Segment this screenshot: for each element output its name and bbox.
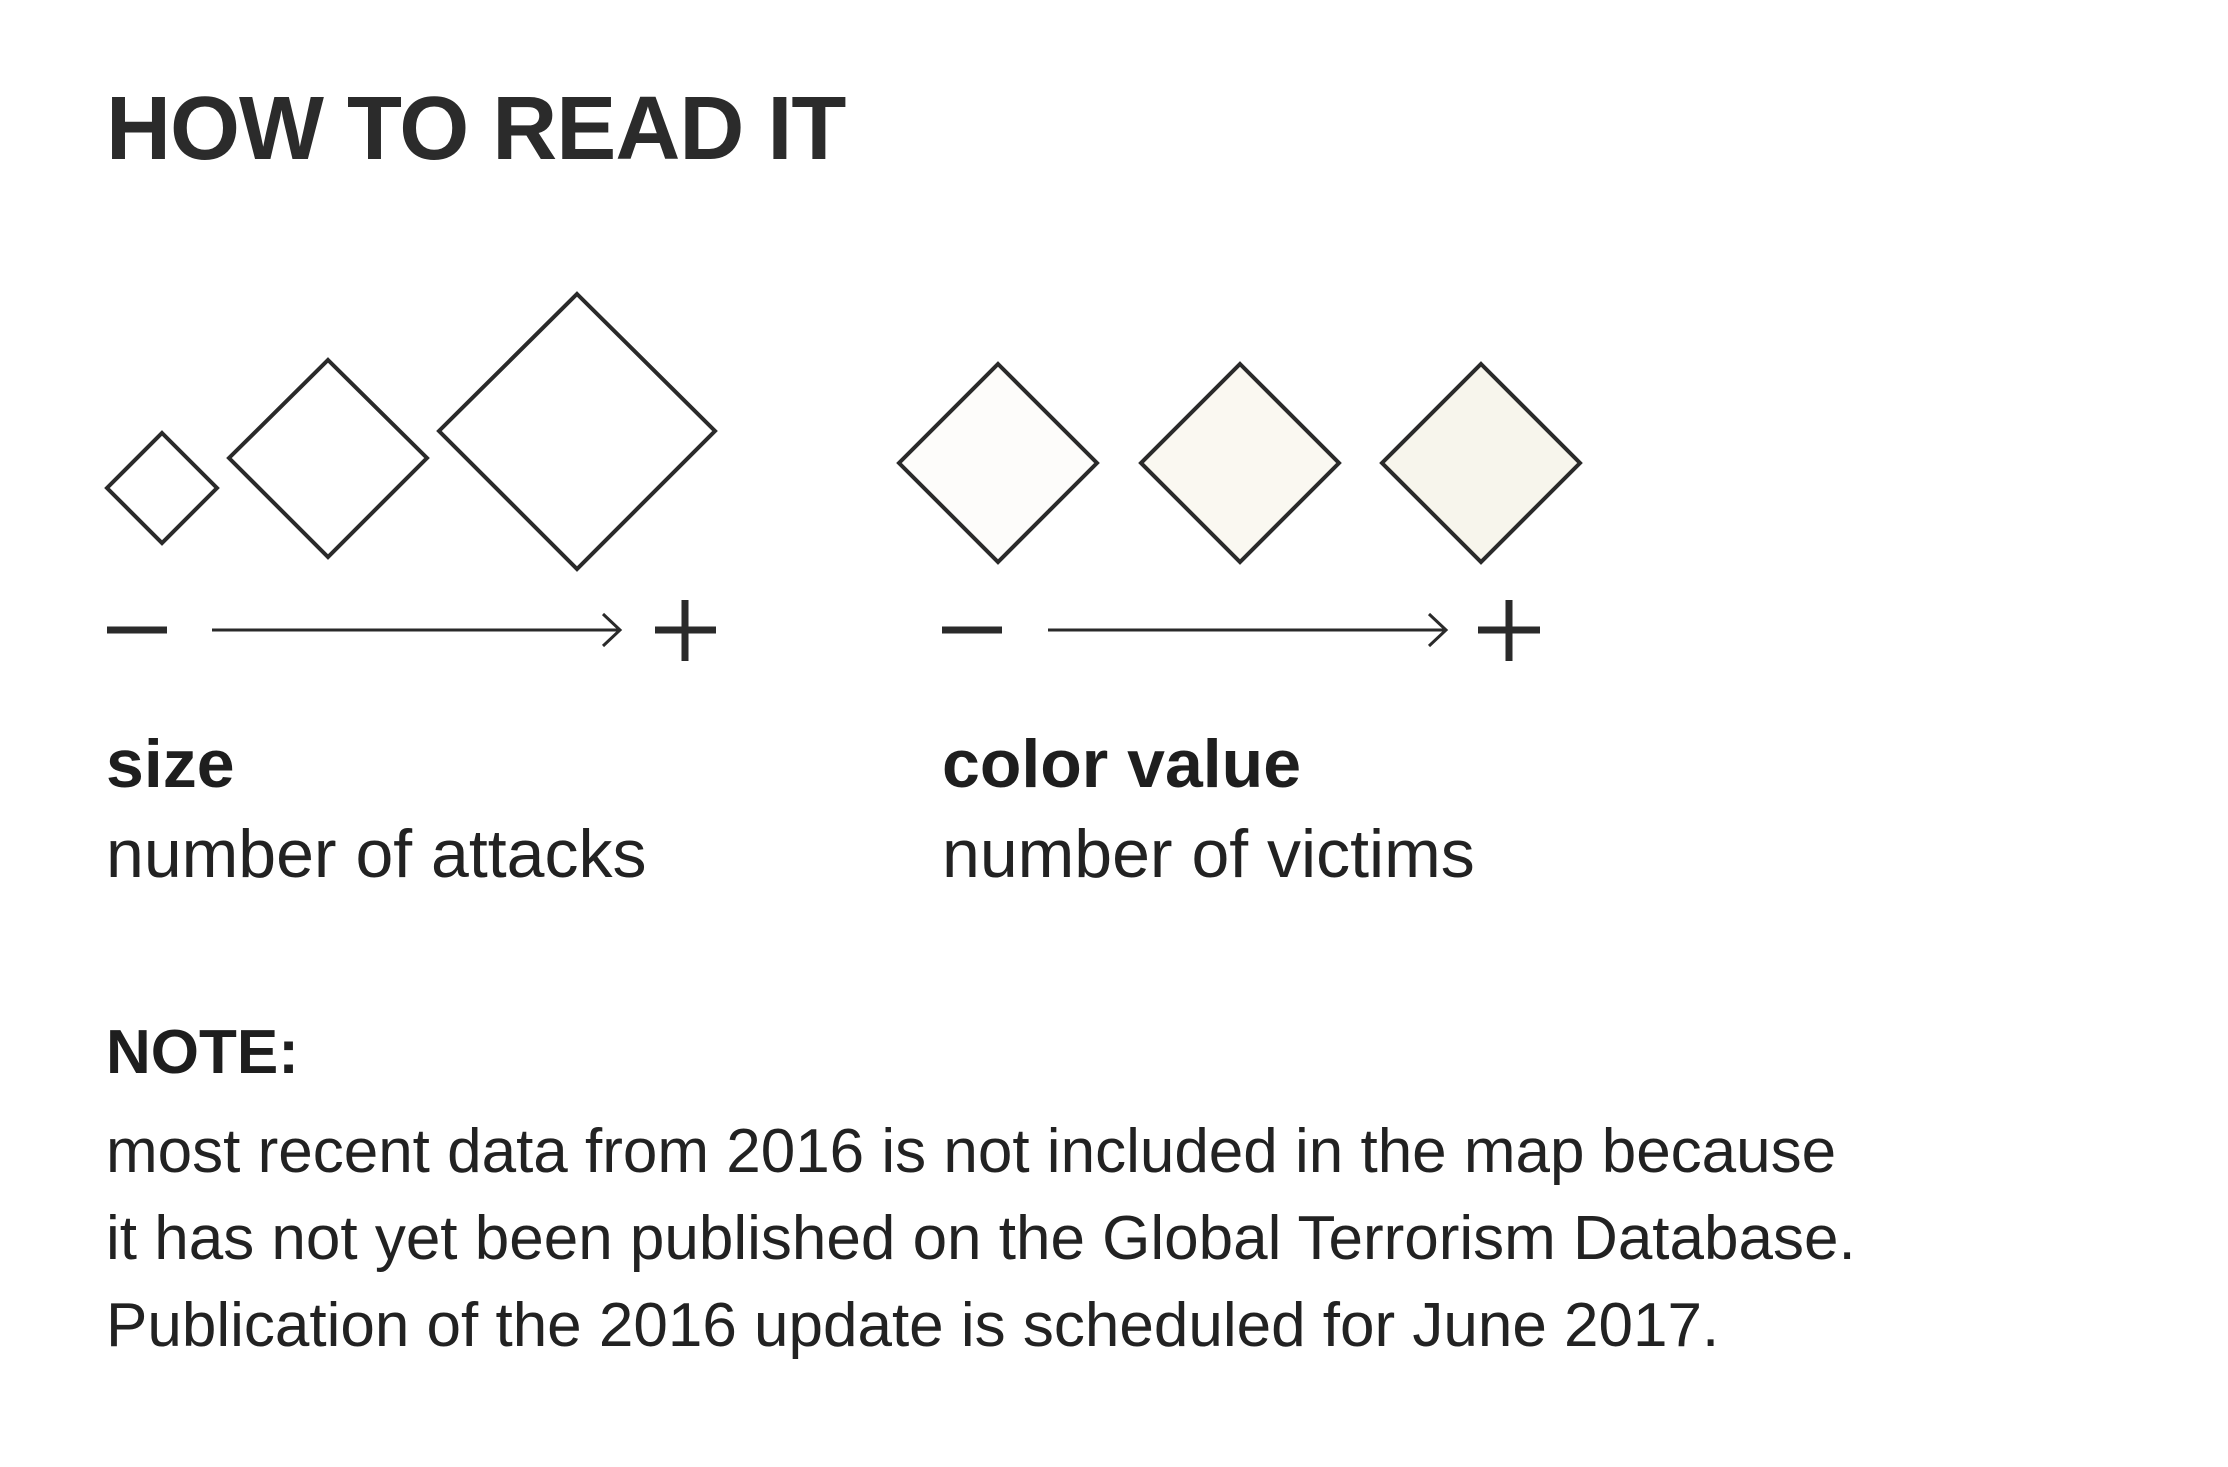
page-title: HOW TO READ IT: [106, 79, 846, 179]
color-diamond-1: [896, 361, 1100, 565]
color-legend-description: number of victims: [942, 816, 1475, 892]
note-block: NOTE: most recent data from 2016 is not …: [106, 1022, 2106, 1369]
size-arrow-head: [601, 612, 623, 648]
size-diamond-small: [104, 430, 220, 546]
color-arrow-head: [1427, 612, 1449, 648]
color-legend-symbols: [896, 361, 1583, 565]
size-legend-symbols: [104, 291, 718, 572]
size-diamond-large: [436, 291, 718, 572]
color-legend-label: color value number of victims: [942, 730, 1475, 888]
size-legend-label: size number of attacks: [106, 730, 646, 888]
size-legend-description: number of attacks: [106, 816, 647, 892]
legend-graphic: [104, 291, 1583, 661]
color-legend-scale: [942, 600, 1540, 661]
note-line: most recent data from 2016 is not includ…: [106, 1117, 1837, 1186]
size-legend-scale: [107, 600, 716, 661]
color-legend-heading: color value: [942, 726, 1302, 802]
size-legend-heading: size: [106, 726, 235, 802]
note-line: Publication of the 2016 update is schedu…: [106, 1291, 1720, 1360]
note-line: it has not yet been published on the Glo…: [106, 1204, 1856, 1273]
color-diamond-3: [1379, 361, 1583, 565]
color-diamond-2: [1138, 361, 1342, 565]
size-diamond-medium: [226, 357, 430, 560]
note-heading: NOTE:: [106, 1018, 299, 1087]
